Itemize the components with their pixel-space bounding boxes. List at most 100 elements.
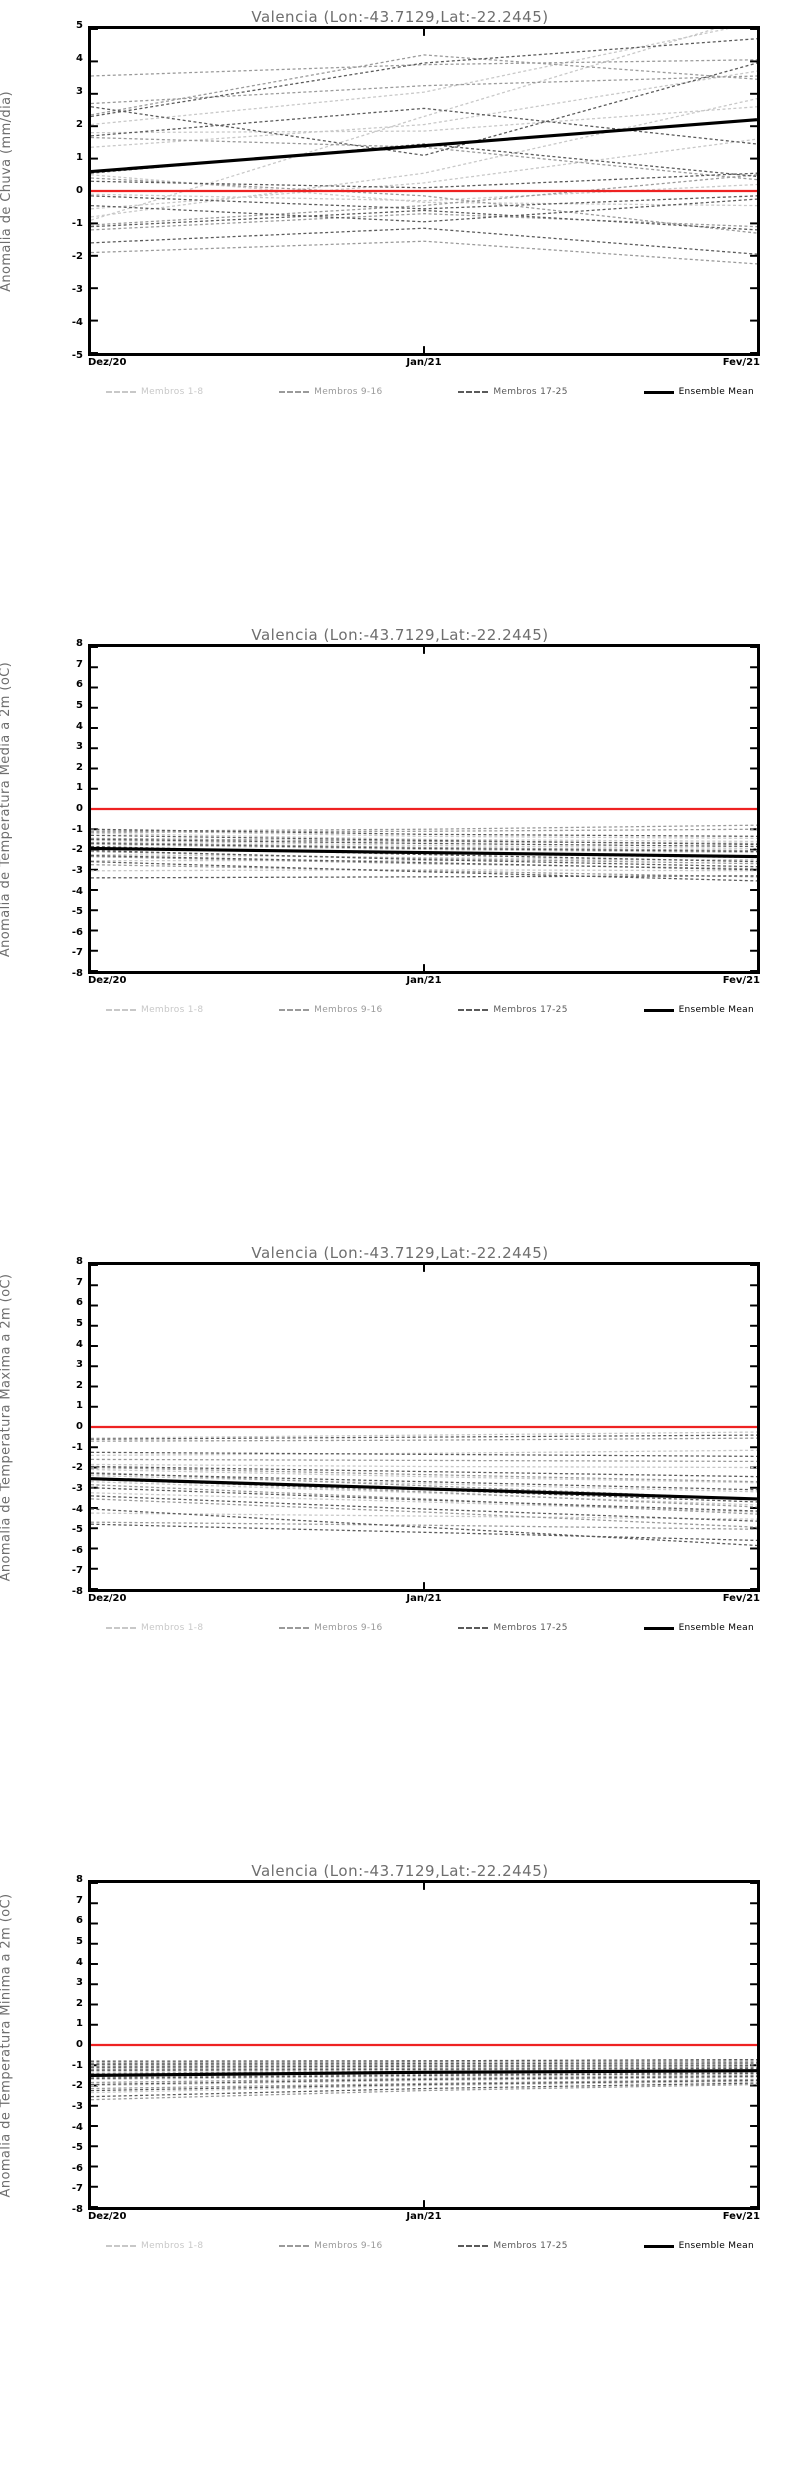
member-line bbox=[91, 70, 757, 148]
y-axis-label: Anomalia de Temperatura Minima a 2m (oC) bbox=[0, 1880, 20, 2210]
plot-box bbox=[88, 1880, 760, 2210]
y-tick-label: -5 bbox=[71, 906, 83, 918]
member-line bbox=[91, 843, 757, 854]
x-tick-label: Jan/21 bbox=[406, 1593, 442, 1604]
legend-line-swatch-icon bbox=[643, 1008, 674, 1012]
member-line bbox=[91, 837, 757, 845]
member-line bbox=[91, 1492, 757, 1513]
member-line bbox=[91, 834, 757, 846]
y-tick-label: 7 bbox=[76, 1894, 83, 1906]
y-tick-label: -4 bbox=[71, 1503, 83, 1515]
y-tick-label: 2 bbox=[76, 761, 83, 773]
member-line bbox=[91, 2058, 757, 2062]
member-line bbox=[91, 2076, 757, 2087]
y-tick-label: 4 bbox=[76, 1956, 83, 1968]
y-tick-label: -1 bbox=[71, 1441, 83, 1453]
x-tick-label: Jan/21 bbox=[406, 975, 442, 986]
legend-line-swatch-icon bbox=[458, 2245, 489, 2247]
member-line bbox=[91, 839, 757, 850]
member-line bbox=[91, 59, 757, 77]
y-tick-label: -1 bbox=[71, 823, 83, 835]
plot-area-wrapper: Anomalia de Temperatura Minima a 2m (oC)… bbox=[0, 1875, 800, 2251]
legend-item[interactable]: Membros 1-8 bbox=[106, 2241, 203, 2251]
y-tick-label: 6 bbox=[76, 1915, 83, 1927]
legend-item[interactable]: Membros 1-8 bbox=[106, 387, 203, 397]
legend-item[interactable]: Membros 17-25 bbox=[458, 2241, 567, 2251]
member-line bbox=[91, 2066, 757, 2070]
member-line bbox=[91, 2068, 757, 2072]
member-line bbox=[91, 98, 757, 218]
legend-item[interactable]: Membros 9-16 bbox=[279, 2241, 382, 2251]
chart-title: Valencia (Lon:-43.7129,Lat:-22.2445) bbox=[251, 8, 549, 26]
legend-item[interactable]: Membros 1-8 bbox=[106, 1005, 203, 1015]
member-line bbox=[91, 1523, 757, 1542]
y-tick-label: -5 bbox=[71, 2142, 83, 2154]
y-tick-label: 4 bbox=[76, 720, 83, 732]
legend-item[interactable]: Membros 1-8 bbox=[106, 1623, 203, 1633]
legend-item[interactable]: Ensemble Mean bbox=[643, 2241, 754, 2251]
legend-item-label: Membros 17-25 bbox=[493, 1005, 568, 1015]
member-line bbox=[91, 38, 757, 118]
legend-item[interactable]: Membros 9-16 bbox=[279, 387, 382, 397]
y-tick-label: 3 bbox=[76, 86, 83, 97]
x-tick-label: Dez/20 bbox=[88, 975, 127, 986]
y-tick-label: -8 bbox=[71, 2204, 83, 2215]
member-line bbox=[91, 1495, 757, 1522]
legend-line-swatch-icon bbox=[279, 1627, 310, 1629]
y-tick-label: -5 bbox=[71, 1524, 83, 1536]
member-line bbox=[91, 195, 757, 210]
legend-item[interactable]: Membros 17-25 bbox=[458, 1623, 567, 1633]
plot-area-wrapper: Anomalia de Chuva (mm/dia) 5 4 3 2 1 0 -1 -2 -3 -4… bbox=[0, 21, 800, 397]
member-line bbox=[91, 62, 757, 157]
member-line bbox=[91, 2082, 757, 2098]
plot-box bbox=[88, 1262, 760, 1592]
legend-item[interactable]: Ensemble Mean bbox=[643, 1623, 754, 1633]
y-axis-label-text: Anomalia de Temperatura Media a 2m (oC) bbox=[0, 661, 14, 957]
y-tick-label: 2 bbox=[76, 1997, 83, 2009]
legend-item-label: Membros 17-25 bbox=[493, 2241, 568, 2251]
legend-line-swatch-icon bbox=[643, 390, 674, 394]
y-tick-label: 7 bbox=[76, 1276, 83, 1288]
member-line bbox=[91, 875, 757, 879]
ensemble-mean-line bbox=[91, 846, 757, 859]
y-tick-label: 4 bbox=[76, 1338, 83, 1350]
member-line bbox=[91, 209, 757, 231]
legend-item[interactable]: Membros 17-25 bbox=[458, 1005, 567, 1015]
member-line bbox=[91, 29, 730, 126]
member-line bbox=[91, 842, 757, 853]
y-axis-label-text: Anomalia de Temperatura Maxima a 2m (oC) bbox=[0, 1273, 14, 1581]
legend-item[interactable]: Ensemble Mean bbox=[643, 1005, 754, 1015]
chart-panel-tmean: Valencia (Lon:-43.7129,Lat:-22.2445) Anom… bbox=[0, 618, 800, 1236]
y-tick-label: 3 bbox=[76, 741, 83, 753]
legend-item[interactable]: Membros 9-16 bbox=[279, 1005, 382, 1015]
member-line bbox=[91, 1472, 757, 1491]
y-tick-label: -4 bbox=[71, 2121, 83, 2133]
member-line bbox=[91, 75, 757, 105]
legend-item[interactable]: Membros 9-16 bbox=[279, 1623, 382, 1633]
plot-box bbox=[88, 644, 760, 974]
y-tick-label: -7 bbox=[71, 2183, 83, 2195]
member-line bbox=[91, 1431, 757, 1439]
member-line bbox=[91, 106, 757, 134]
member-line bbox=[91, 2075, 757, 2086]
y-axis-label: Anomalia de Chuva (mm/dia) bbox=[0, 26, 20, 356]
member-line bbox=[91, 2074, 757, 2084]
y-tick-label: 5 bbox=[76, 1935, 83, 1947]
y-tick-label: 6 bbox=[76, 1297, 83, 1309]
legend-line-swatch-icon bbox=[106, 391, 136, 393]
y-tick-label: -8 bbox=[71, 968, 83, 979]
legend-item[interactable]: Ensemble Mean bbox=[643, 387, 754, 397]
member-line bbox=[91, 828, 757, 833]
member-line bbox=[91, 854, 757, 871]
member-line bbox=[91, 2079, 757, 2092]
member-line bbox=[91, 2071, 757, 2079]
member-line bbox=[91, 1484, 757, 1515]
y-tick-label: 3 bbox=[76, 1977, 83, 1989]
member-line bbox=[91, 2083, 757, 2101]
legend-item-label: Ensemble Mean bbox=[678, 2241, 754, 2251]
legend-item-label: Ensemble Mean bbox=[678, 387, 754, 397]
legend-item[interactable]: Membros 17-25 bbox=[458, 387, 567, 397]
y-tick-label: 2 bbox=[76, 119, 83, 130]
member-line bbox=[91, 841, 757, 852]
